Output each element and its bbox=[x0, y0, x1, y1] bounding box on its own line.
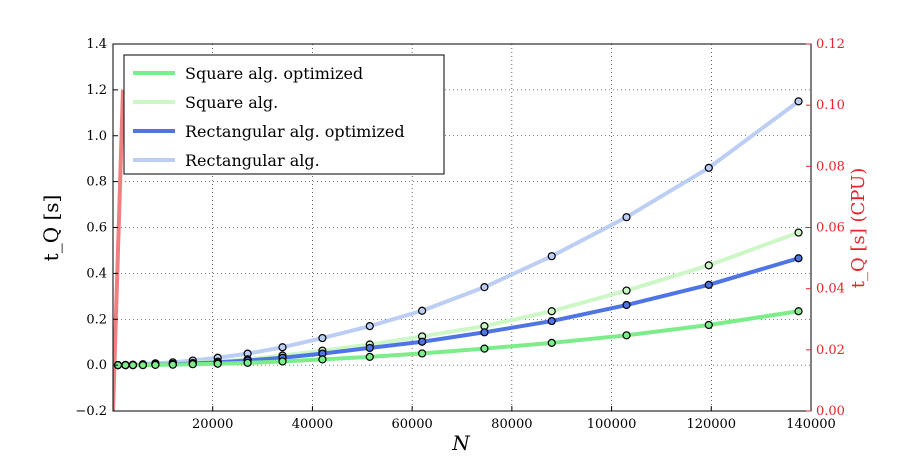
legend-label: Square alg. bbox=[185, 93, 278, 112]
data-point bbox=[704, 163, 713, 172]
legend-box bbox=[123, 54, 445, 175]
y-ticks: −0.2 0.0 0.2 0.4 0.6 0.8 1.0 1.2 1.4 bbox=[75, 37, 118, 419]
data-point bbox=[704, 280, 713, 289]
legend-label: Rectangular alg. bbox=[185, 151, 320, 170]
data-point bbox=[128, 361, 138, 370]
y-tick-label: 1.4 bbox=[86, 37, 107, 52]
y-tick-label-right: 0.06 bbox=[816, 221, 845, 236]
y-tick-label-right: 0.02 bbox=[816, 343, 845, 358]
y-axis-label-right: t_Q [s] (CPU) bbox=[848, 168, 869, 289]
x-ticks: 20000 40000 60000 80000 100000 120000 140000 bbox=[192, 406, 836, 432]
x-tick-label: 20000 bbox=[192, 417, 233, 432]
data-point bbox=[704, 320, 713, 330]
y-ticks-right: 0.00 0.02 0.04 0.06 0.08 0.10 0.12 bbox=[806, 37, 845, 419]
data-point bbox=[622, 213, 631, 222]
data-point bbox=[418, 349, 427, 358]
y-tick-label-right: 0.10 bbox=[816, 98, 845, 113]
data-point bbox=[480, 344, 489, 353]
y-tick-label-right: 0.08 bbox=[816, 159, 845, 174]
data-point bbox=[318, 333, 327, 343]
data-point bbox=[794, 97, 803, 106]
data-point bbox=[121, 361, 130, 370]
x-tick-label: 140000 bbox=[786, 417, 836, 432]
data-point bbox=[168, 360, 177, 369]
data-point bbox=[480, 283, 489, 292]
x-tick-label: 80000 bbox=[491, 417, 532, 432]
data-point bbox=[547, 338, 556, 347]
data-point bbox=[547, 252, 556, 261]
data-point bbox=[622, 300, 631, 310]
data-point bbox=[547, 316, 556, 326]
x-tick-label: 120000 bbox=[686, 417, 736, 432]
y-tick-label-right: 0.00 bbox=[816, 404, 845, 419]
data-point bbox=[188, 360, 197, 369]
x-tick-label: 40000 bbox=[292, 417, 333, 432]
data-point bbox=[278, 357, 287, 366]
data-point bbox=[622, 331, 631, 340]
data-point bbox=[704, 261, 713, 270]
y-tick-label-right: 0.12 bbox=[816, 37, 845, 52]
y-tick-label: 1.0 bbox=[86, 129, 107, 144]
series-markers bbox=[113, 97, 803, 370]
data-point bbox=[243, 358, 252, 367]
y-tick-label-right: 0.04 bbox=[816, 282, 845, 297]
x-axis-label: N bbox=[451, 431, 471, 455]
y-tick-label: 0.0 bbox=[86, 358, 107, 373]
cpu-line bbox=[113, 89, 125, 411]
x-tick-label: 60000 bbox=[391, 417, 432, 432]
y-tick-label: 1.2 bbox=[86, 83, 107, 98]
y-tick-label: 0.2 bbox=[86, 312, 107, 327]
y-tick-label: −0.2 bbox=[75, 404, 107, 419]
data-point bbox=[794, 228, 803, 237]
data-point bbox=[418, 337, 427, 346]
data-point bbox=[622, 286, 631, 295]
legend-label: Rectangular alg. optimized bbox=[185, 122, 405, 141]
data-point bbox=[794, 307, 803, 316]
data-point bbox=[418, 306, 427, 315]
y-tick-label: 0.8 bbox=[86, 175, 107, 190]
data-point bbox=[365, 352, 374, 361]
data-point bbox=[138, 361, 148, 370]
legend: Square alg. optimized Square alg. Rectangu… bbox=[123, 54, 445, 175]
data-point bbox=[151, 360, 160, 369]
data-point bbox=[278, 343, 287, 352]
data-point bbox=[318, 355, 327, 364]
legend-label: Square alg. optimized bbox=[185, 64, 363, 83]
y-axis-label: t_Q [s] bbox=[39, 195, 63, 262]
data-point bbox=[365, 322, 374, 331]
x-tick-label: 100000 bbox=[587, 417, 637, 432]
cpu-series bbox=[113, 89, 125, 411]
data-point bbox=[480, 328, 489, 337]
y-tick-label: 0.4 bbox=[86, 266, 107, 281]
data-point bbox=[213, 359, 222, 368]
data-point bbox=[547, 307, 556, 316]
data-point bbox=[365, 343, 374, 353]
y-tick-label: 0.6 bbox=[86, 221, 107, 236]
data-point bbox=[794, 254, 803, 263]
